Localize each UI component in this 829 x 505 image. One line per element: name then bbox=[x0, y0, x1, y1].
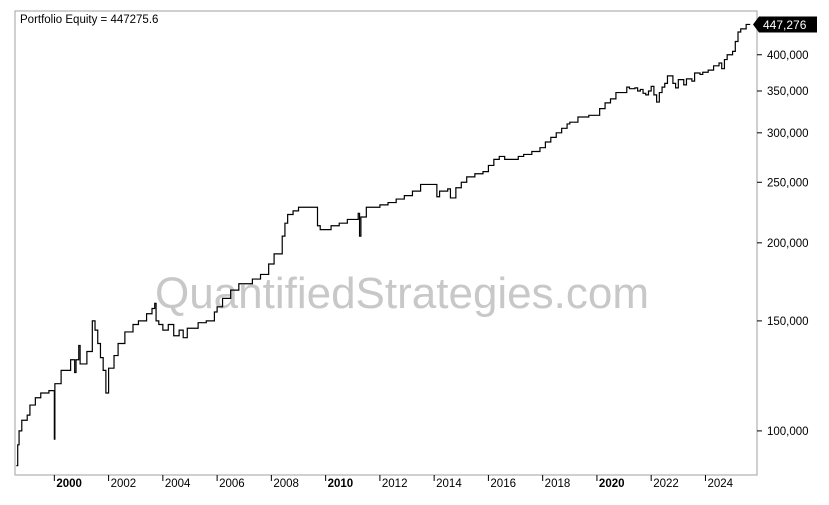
x-tick-label: 2024 bbox=[707, 478, 733, 490]
equity-line-series-0 bbox=[16, 23, 751, 467]
x-tick-label: 2010 bbox=[328, 478, 354, 490]
y-tick-label: 300,000 bbox=[767, 128, 809, 140]
last-value-badge bbox=[753, 16, 817, 33]
y-tick-label: 150,000 bbox=[767, 316, 809, 328]
x-tick-label: 2004 bbox=[165, 478, 191, 490]
watermark-text: QuantifiedStrategies.com bbox=[155, 269, 649, 318]
last-value-label: 447,276 bbox=[763, 18, 807, 32]
x-tick-label: 2022 bbox=[653, 478, 679, 490]
y-tick-label: 400,000 bbox=[767, 50, 809, 62]
x-tick-label: 2002 bbox=[111, 478, 137, 490]
x-tick-label: 2008 bbox=[273, 478, 299, 490]
chart-title: Portfolio Equity = 447275.6 bbox=[20, 14, 158, 26]
y-tick-label: 200,000 bbox=[767, 238, 809, 250]
x-tick-label: 2018 bbox=[545, 478, 571, 490]
last-value-marker: 447,276 bbox=[753, 16, 817, 33]
x-tick-label: 2006 bbox=[219, 478, 245, 490]
x-tick-label: 2020 bbox=[599, 478, 625, 490]
y-tick-label: 250,000 bbox=[767, 177, 809, 189]
y-tick-label: 350,000 bbox=[767, 86, 809, 98]
x-tick-label: 2000 bbox=[56, 478, 82, 490]
x-axis: 2000 2002 2004 2006 2008 2010 2012 2014 2016 2018… bbox=[53, 475, 734, 490]
series-group bbox=[16, 23, 751, 467]
y-axis: 100,000 150,000 200,000 250,000 300,000 350,0… bbox=[757, 50, 809, 438]
x-tick-label: 2012 bbox=[382, 478, 408, 490]
y-tick-label: 100,000 bbox=[767, 426, 809, 438]
x-tick-label: 2014 bbox=[436, 478, 462, 490]
x-tick-label: 2016 bbox=[490, 478, 516, 490]
